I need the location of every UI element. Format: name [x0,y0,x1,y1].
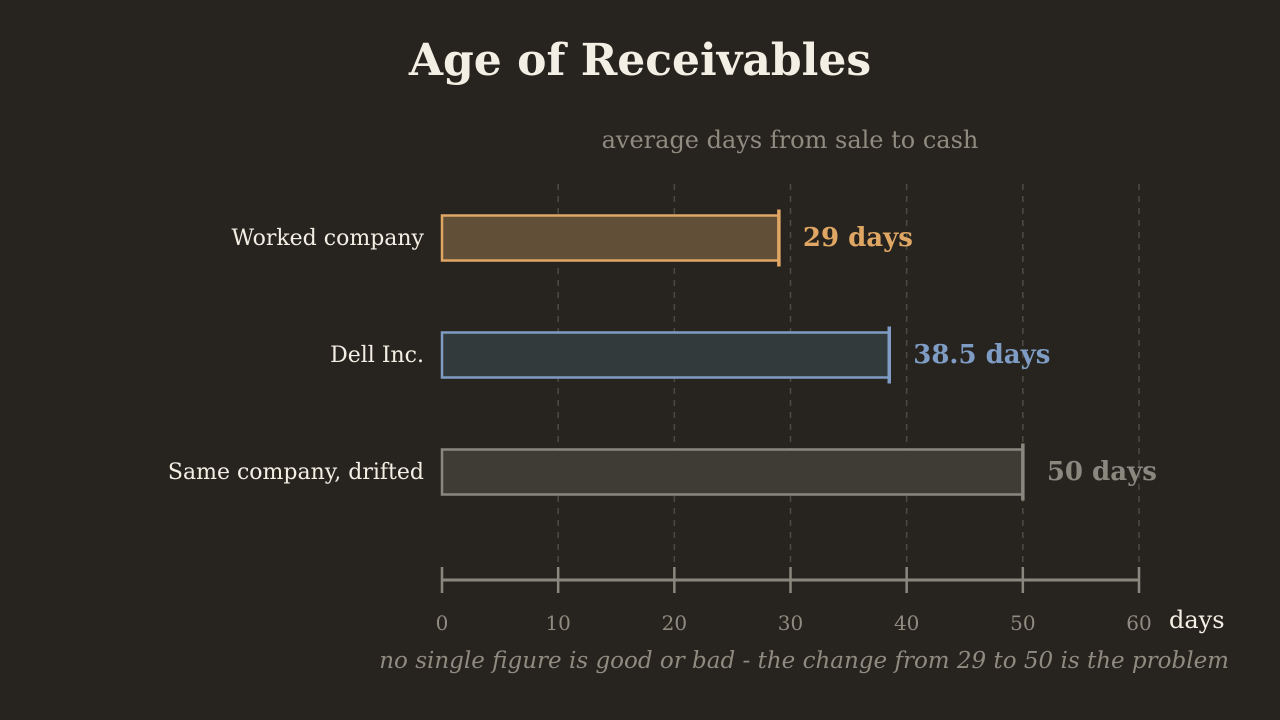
x-axis: 0 10 20 30 40 50 60 [436,567,1152,635]
chart-title: Age of Receivables [408,35,871,86]
data-label: 50 days [1047,457,1157,487]
x-tick-label: 50 [1010,611,1035,635]
x-tick-label: 30 [778,611,803,635]
x-tick-label: 60 [1126,611,1151,635]
x-tick-label: 40 [894,611,919,635]
chart-footnote: no single figure is good or bad - the ch… [379,648,1229,674]
category-label: Worked company [231,226,424,251]
chart-subtitle: average days from sale to cash [602,126,979,154]
category-label: Dell Inc. [330,343,424,368]
x-axis-label: days [1169,606,1225,634]
data-label: 29 days [803,223,913,253]
bar [440,331,891,379]
category-label: Same company, drifted [168,460,424,485]
bar [440,448,1025,496]
x-tick-label: 20 [662,611,687,635]
bar [440,214,781,262]
data-label: 38.5 days [913,340,1050,370]
bars: Worked company 29 days Dell Inc. 38.5 days S… [168,209,1157,501]
x-tick-label: 0 [436,611,449,635]
x-tick-label: 10 [545,611,570,635]
